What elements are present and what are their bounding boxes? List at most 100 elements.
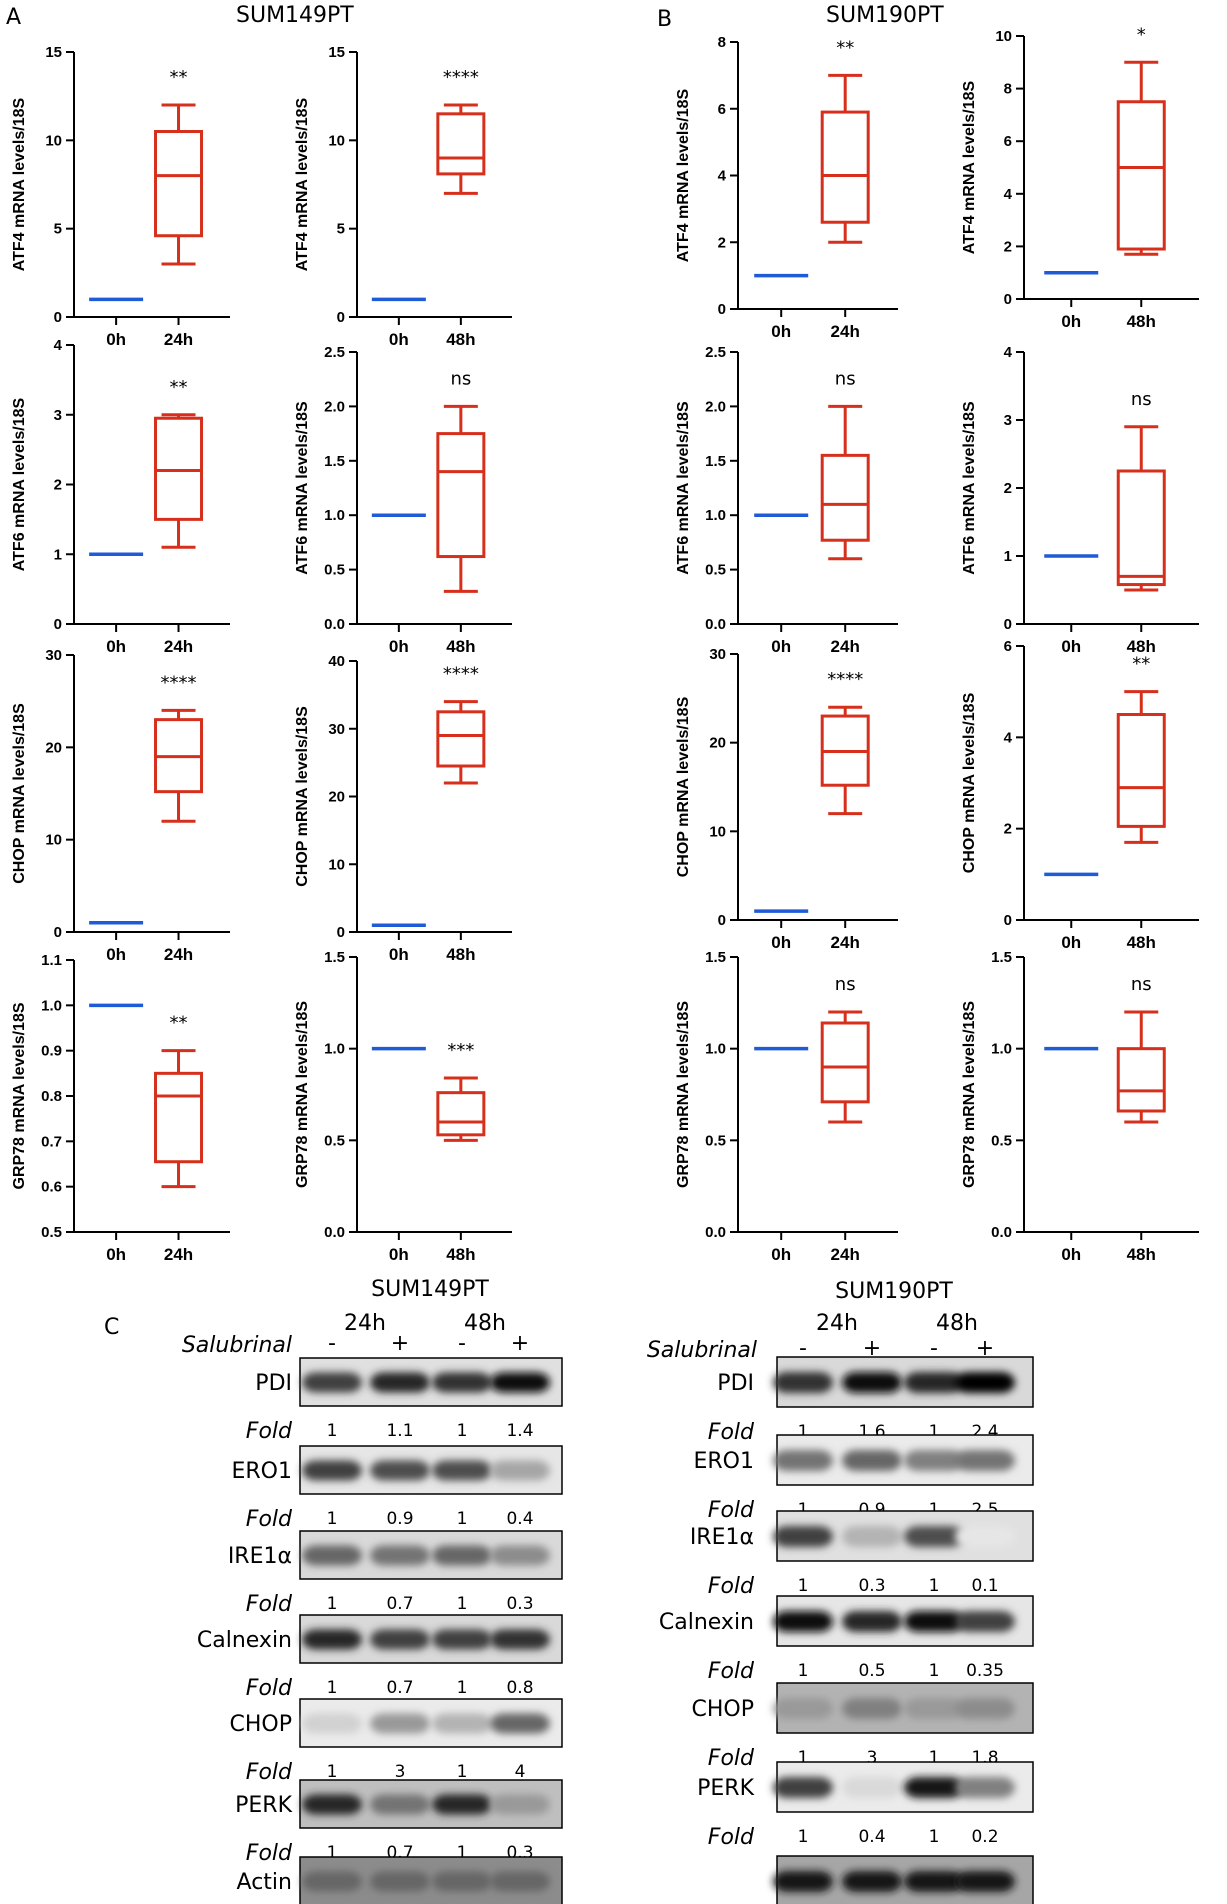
- y-tick-label: 1.0: [705, 507, 726, 524]
- box-iqr: [436, 432, 486, 559]
- box-chart-atf4-24h: 0 5 10 15 ATF4 mRNA levels/18S 0h 24h **: [11, 44, 230, 349]
- x-tick-label: 24h: [164, 637, 193, 656]
- fold-value: 1: [457, 1594, 468, 1614]
- y-tick-label: 2: [718, 234, 726, 251]
- blot-band: [432, 1871, 492, 1892]
- y-tick-label: 2: [1004, 821, 1012, 838]
- box-chart-atf4-24h: 0 2 4 6 8 ATF4 mRNA levels/18S 0h 24h **: [675, 34, 898, 341]
- timepoint-label: 48h: [464, 1311, 506, 1336]
- fold-label: Fold: [708, 1574, 755, 1599]
- y-tick-label: 3: [54, 407, 62, 424]
- y-tick-label: 1.0: [991, 1041, 1012, 1058]
- fold-value: 1: [457, 1421, 468, 1441]
- blot-band: [370, 1794, 430, 1815]
- y-tick-label: 1.5: [705, 949, 726, 966]
- blot-band: [370, 1629, 430, 1650]
- blot-band: [842, 1372, 902, 1393]
- blot-band: [773, 1372, 833, 1393]
- protein-label: Actin: [237, 1870, 292, 1895]
- significance-label: ****: [443, 67, 479, 88]
- fold-value: 1: [798, 1748, 809, 1768]
- y-tick-label: 0: [1004, 291, 1012, 308]
- y-tick-label: 1.0: [41, 997, 62, 1014]
- blot-band: [955, 1372, 1015, 1393]
- fold-value: 4: [515, 1762, 526, 1782]
- x-tick-label: 48h: [1127, 312, 1156, 331]
- blot-band: [773, 1526, 833, 1547]
- significance-label: **: [170, 377, 188, 398]
- blot-band: [302, 1545, 362, 1566]
- box-chart-atf6-24h: 0 1 2 3 4 ATF6 mRNA levels/18S 0h 24h **: [11, 337, 230, 656]
- blot-row-calnexin: Calnexin Fold 1 0.5 1 0.35: [659, 1595, 1034, 1684]
- box-chart-atf4-48h: 0 2 4 6 8 10 ATF4 mRNA levels/18S 0h 48h *: [961, 24, 1199, 331]
- blot-band: [302, 1713, 362, 1734]
- y-tick-label: 0: [337, 309, 345, 326]
- y-axis-label: ATF4 mRNA levels/18S: [675, 88, 692, 262]
- y-tick-label: 20: [328, 789, 345, 806]
- blot-band: [432, 1713, 492, 1734]
- y-tick-label: 1.0: [324, 507, 345, 524]
- fold-value: 1: [457, 1843, 468, 1863]
- protein-label: ERO1: [694, 1449, 755, 1474]
- y-tick-label: 0.7: [41, 1133, 62, 1150]
- fold-label: Fold: [246, 1676, 293, 1701]
- panel-a-title: SUM149PT: [236, 3, 354, 28]
- x-tick-label: 0h: [389, 945, 409, 964]
- box-chart-atf6-24h: 0.0 0.5 1.0 1.5 2.0 2.5 ATF6 mRNA levels/18S 0h…: [675, 344, 898, 656]
- protein-label: PERK: [697, 1776, 754, 1801]
- y-tick-label: 30: [45, 647, 62, 664]
- x-tick-label: 0h: [389, 637, 409, 656]
- y-axis-label: ATF4 mRNA levels/18S: [961, 80, 978, 254]
- x-tick-label: 24h: [164, 330, 193, 349]
- blot-band: [842, 1777, 902, 1798]
- blot-band: [302, 1629, 362, 1650]
- x-tick-label: 0h: [389, 1245, 409, 1264]
- fold-value: 1: [798, 1661, 809, 1681]
- blot-band: [904, 1777, 964, 1798]
- box-iqr: [436, 1091, 486, 1137]
- blot-band: [955, 1450, 1015, 1471]
- y-tick-label: 2.5: [324, 344, 345, 361]
- fold-value: 1: [929, 1748, 940, 1768]
- y-tick-label: 2.0: [324, 398, 345, 415]
- y-tick-label: 0: [1004, 616, 1012, 633]
- y-tick-label: 40: [328, 653, 345, 670]
- significance-label: ***: [447, 1040, 474, 1061]
- box-iqr: [1116, 469, 1166, 587]
- y-tick-label: 0.0: [705, 1224, 726, 1241]
- fold-value: 3: [867, 1748, 878, 1768]
- y-tick-label: 0: [54, 309, 62, 326]
- treatment-sign: +: [391, 1331, 409, 1356]
- x-tick-label: 48h: [446, 945, 475, 964]
- fold-value: 1: [327, 1762, 338, 1782]
- x-tick-label: 48h: [1127, 933, 1156, 952]
- box-chart-atf6-48h: 0 1 2 3 4 ATF6 mRNA levels/18S 0h 48h ns: [961, 344, 1199, 656]
- protein-label: ERO1: [232, 1459, 293, 1484]
- blot-band: [955, 1526, 1015, 1547]
- blot-band: [904, 1450, 964, 1471]
- blot-band: [773, 1777, 833, 1798]
- panel-c-letter: C: [104, 1315, 119, 1340]
- box-iqr: [1116, 100, 1166, 251]
- blot-band: [370, 1713, 430, 1734]
- significance-label: ****: [443, 664, 479, 685]
- y-axis-label: ATF4 mRNA levels/18S: [294, 97, 311, 271]
- fold-value: 0.2: [971, 1827, 998, 1847]
- y-tick-label: 6: [1004, 638, 1012, 655]
- y-tick-label: 6: [1004, 133, 1012, 150]
- blot-row-perk: PERK Fold 1 0.4 1 0.2: [697, 1761, 1034, 1850]
- y-tick-label: 2.0: [705, 398, 726, 415]
- timepoint-label: 24h: [344, 1311, 386, 1336]
- fold-value: 1: [327, 1678, 338, 1698]
- significance-label: ns: [1131, 974, 1152, 995]
- y-axis-label: ATF4 mRNA levels/18S: [11, 97, 28, 271]
- blot-band: [490, 1372, 550, 1393]
- blot-band: [432, 1794, 492, 1815]
- protein-label: PDI: [717, 1371, 754, 1396]
- x-tick-label: 0h: [1061, 637, 1081, 656]
- y-axis-label: GRP78 mRNA levels/18S: [961, 1001, 978, 1188]
- blot-band: [370, 1545, 430, 1566]
- significance-label: **: [170, 67, 188, 88]
- y-tick-label: 15: [328, 44, 345, 61]
